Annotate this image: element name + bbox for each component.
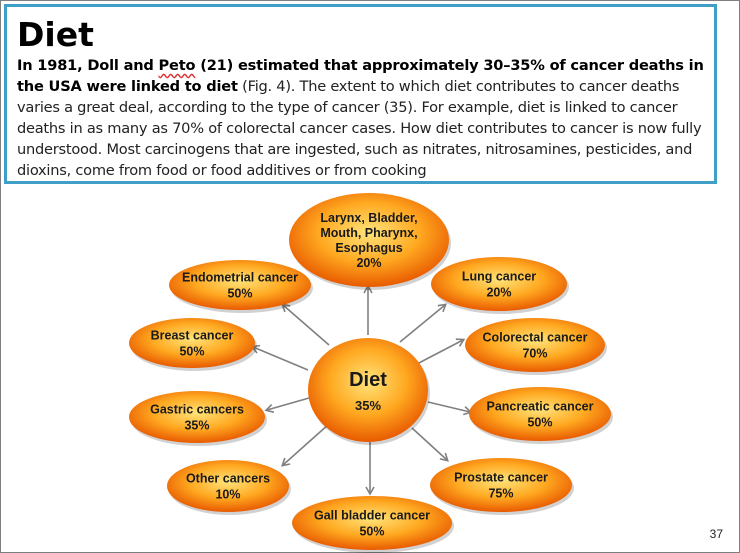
node-1: Lung cancer 20% [431,257,569,314]
arrow-6 [281,423,330,467]
node-4-shape [430,458,572,512]
node-7-shape [129,391,265,443]
page-number: 37 [709,527,723,541]
node-5-shape [292,496,452,550]
node-8: Breast cancer 50% [129,318,257,371]
node-7-label-0: Gastric cancers [150,402,244,416]
body-bold-text: In 1981, Doll and [17,57,159,74]
arrow-2 [414,338,466,366]
arrow-4 [411,427,449,462]
center-node-diet-shape [308,338,428,442]
node-2-shape [465,318,605,372]
body-bold-name: Peto [158,57,196,74]
node-7-value: 35% [184,418,209,432]
node-5-value: 50% [359,524,384,538]
arrow-9 [281,303,330,346]
node-6-value: 10% [215,487,240,501]
node-7: Gastric cancers 35% [129,391,267,446]
node-9-shape [169,260,311,310]
node-9-value: 50% [227,286,252,300]
arrow-7 [264,397,310,413]
node-3: Pancreatic cancer 50% [469,387,613,444]
node-1-label-0: Lung cancer [462,269,536,283]
node-1-value: 20% [486,285,511,299]
arrow-3 [427,401,473,416]
node-5-label-0: Gall bladder cancer [314,508,430,522]
node-8-shape [129,318,255,368]
node-9: Endometrial cancer 50% [169,260,313,313]
node-0-shape [289,193,449,287]
node-6: Other cancers 10% [167,460,291,515]
node-0-label-0: Larynx, Bladder, [320,211,417,225]
node-4: Prostate cancer 75% [430,458,574,515]
node-8-value: 50% [179,344,204,358]
slide-title: Diet [17,15,94,54]
node-4-label-0: Prostate cancer [454,470,548,484]
node-2-value: 70% [522,346,547,360]
node-5: Gall bladder cancer 50% [292,496,454,553]
node-0-value: 20% [356,256,381,270]
center-node-label: Diet [349,369,387,391]
node-0: Larynx, Bladder,Mouth, Pharynx,Esophagus… [289,193,451,290]
text-box: Diet In 1981, Doll and Peto (21) estimat… [4,4,717,184]
node-6-label-0: Other cancers [186,471,270,485]
node-3-shape [469,387,611,441]
node-6-shape [167,460,289,512]
body-bold-rest: (21) estimated that approximately 30–35%… [17,57,704,95]
node-1-shape [431,257,567,311]
node-3-label-0: Pancreatic cancer [486,399,593,413]
node-2-label-0: Colorectal cancer [483,330,588,344]
center-node-diet: Diet 35% [308,338,430,445]
node-4-value: 75% [488,486,513,500]
arrow-1 [399,303,448,343]
node-3-value: 50% [527,415,552,429]
node-0-label-1: Mouth, Pharynx, [320,226,417,240]
node-2: Colorectal cancer 70% [465,318,607,375]
arrow-8 [250,344,309,371]
center-node-value: 35% [355,398,381,413]
body-normal-text: (Fig. 4). The extent to which diet contr… [17,78,702,179]
node-8-label-0: Breast cancer [151,328,234,342]
slide-body: In 1981, Doll and Peto (21) estimated th… [17,55,704,181]
node-9-label-0: Endometrial cancer [182,270,298,284]
node-0-label-2: Esophagus [335,241,402,255]
